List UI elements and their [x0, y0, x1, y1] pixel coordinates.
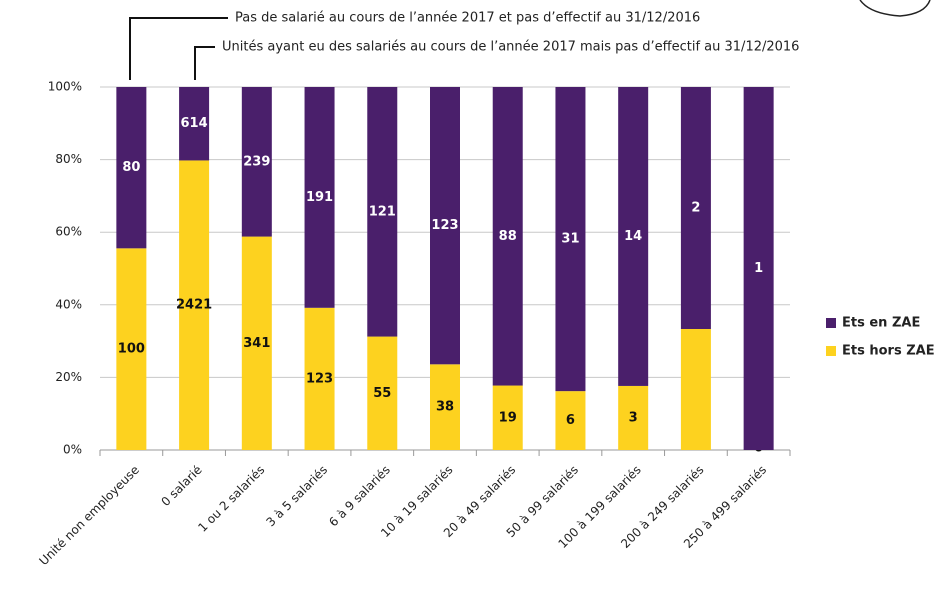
bar [367, 87, 398, 337]
data-label: 3 [629, 410, 638, 425]
x-tick-label: Unité non employeuse [37, 463, 142, 568]
data-label: 100 [118, 342, 145, 357]
data-label: 2421 [176, 298, 212, 313]
annotation-line [129, 17, 228, 80]
data-label: 31 [561, 232, 579, 247]
y-tick-label: 80% [55, 152, 82, 166]
y-tick-label: 40% [55, 297, 82, 311]
data-label: 614 [181, 116, 208, 131]
x-tick-label: 1 ou 2 salariés [195, 463, 267, 535]
data-label: 1 [754, 261, 763, 276]
x-tick-label: 0 salarié [158, 463, 204, 509]
bar [304, 87, 335, 308]
data-label: 123 [306, 371, 333, 386]
bar [304, 307, 335, 450]
legend-label: Ets en ZAE [842, 316, 920, 331]
annotation: Unités ayant eu des salariés au cours de… [222, 40, 799, 55]
data-label: 14 [624, 229, 642, 244]
bar [680, 329, 711, 450]
legend-swatch [826, 346, 836, 356]
annotation-line [194, 46, 215, 80]
bar [241, 87, 272, 237]
bar [492, 385, 523, 450]
legend-label: Ets hors ZAE [842, 344, 935, 359]
data-label: 191 [306, 190, 333, 205]
data-label: 88 [499, 229, 517, 244]
bar [116, 248, 147, 450]
y-tick-label: 0% [63, 443, 82, 457]
data-label: 19 [499, 410, 517, 425]
bar [430, 364, 460, 450]
y-tick-label: 100% [48, 80, 82, 94]
y-tick-label: 60% [55, 225, 82, 239]
bar [680, 87, 711, 329]
bar [367, 336, 398, 450]
data-label: 2 [691, 201, 700, 216]
bar [743, 87, 774, 450]
data-label: 239 [243, 154, 270, 169]
data-label: 123 [431, 218, 458, 233]
data-label: 55 [373, 386, 391, 401]
decoration [859, 0, 931, 17]
data-label: 6 [566, 413, 575, 428]
y-tick-label: 20% [55, 370, 82, 384]
bar [555, 87, 586, 392]
bar [555, 391, 586, 450]
data-label: 38 [436, 400, 454, 415]
x-tick-label: 6 à 9 salariés [326, 463, 393, 530]
bar [492, 87, 523, 386]
x-tick-label: 3 à 5 salariés [263, 463, 330, 530]
bar [618, 385, 649, 450]
legend-swatch [826, 318, 836, 328]
bar [116, 87, 147, 249]
bar [430, 87, 460, 365]
data-label: 80 [122, 160, 140, 175]
bar [179, 160, 210, 450]
bar [179, 87, 210, 161]
bar [241, 236, 272, 450]
data-label: 121 [369, 204, 396, 219]
annotation: Pas de salarié au cours de l’année 2017 … [235, 11, 700, 26]
bar [618, 87, 649, 386]
data-label: 341 [243, 336, 270, 351]
